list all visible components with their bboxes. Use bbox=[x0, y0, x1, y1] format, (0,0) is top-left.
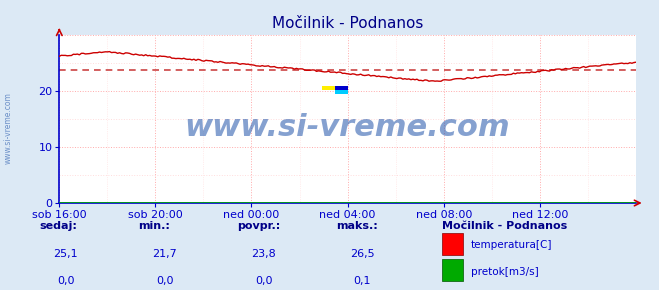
Text: 0,1: 0,1 bbox=[354, 276, 371, 286]
Text: temperatura[C]: temperatura[C] bbox=[471, 240, 553, 250]
Text: 21,7: 21,7 bbox=[152, 249, 177, 259]
Text: maks.:: maks.: bbox=[336, 221, 378, 231]
Bar bbox=[442, 260, 463, 281]
Bar bbox=[335, 90, 348, 94]
Text: 0,0: 0,0 bbox=[156, 276, 173, 286]
Text: 23,8: 23,8 bbox=[251, 249, 276, 259]
Text: 0,0: 0,0 bbox=[57, 276, 74, 286]
Text: www.si-vreme.com: www.si-vreme.com bbox=[3, 92, 13, 164]
Text: povpr.:: povpr.: bbox=[237, 221, 281, 231]
Text: 26,5: 26,5 bbox=[350, 249, 375, 259]
Bar bbox=[322, 86, 335, 90]
Text: 0,0: 0,0 bbox=[255, 276, 272, 286]
Bar bbox=[335, 86, 348, 90]
Title: Močilnik - Podnanos: Močilnik - Podnanos bbox=[272, 16, 423, 31]
Text: 25,1: 25,1 bbox=[53, 249, 78, 259]
Text: sedaj:: sedaj: bbox=[40, 221, 77, 231]
Text: pretok[m3/s]: pretok[m3/s] bbox=[471, 267, 539, 277]
Bar bbox=[442, 233, 463, 255]
Text: www.si-vreme.com: www.si-vreme.com bbox=[185, 113, 511, 142]
Text: min.:: min.: bbox=[138, 221, 170, 231]
Text: Močilnik - Podnanos: Močilnik - Podnanos bbox=[442, 221, 567, 231]
